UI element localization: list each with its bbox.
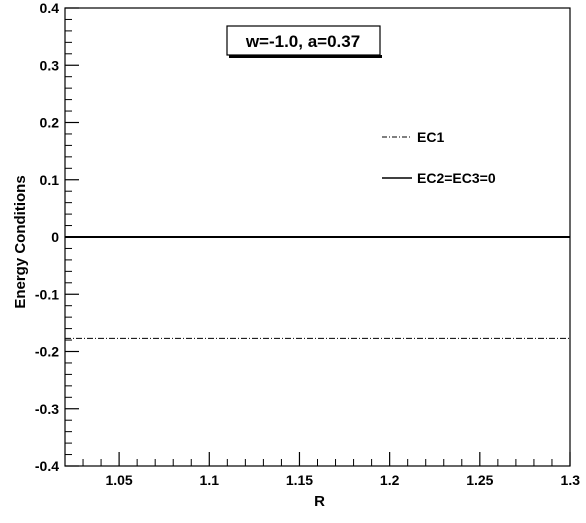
x-tick-label: 1.1 bbox=[200, 472, 220, 488]
legend-label-ec1: EC1 bbox=[417, 129, 444, 145]
x-tick-label: 1.05 bbox=[105, 472, 132, 488]
x-tick-label: 1.15 bbox=[286, 472, 313, 488]
y-axis-label: Energy Conditions bbox=[12, 175, 29, 308]
y-tick-label: -0.2 bbox=[35, 344, 59, 360]
y-tick-label: 0 bbox=[51, 229, 59, 245]
y-tick-label: -0.1 bbox=[35, 286, 59, 302]
axis-ticks: -0.4 -0.3 -0.2 -0.1 0 0.1 0.2 0.3 0.4 1.05 1.1 1.15… bbox=[35, 0, 580, 488]
x-tick-label: 1.2 bbox=[380, 472, 400, 488]
legend: EC1 EC2=EC3=0 bbox=[382, 129, 496, 186]
chart-title: w=-1.0, a=0.37 bbox=[245, 32, 360, 51]
y-tick-label: -0.4 bbox=[35, 458, 59, 474]
y-tick-label: 0.4 bbox=[40, 0, 60, 16]
y-tick-label: -0.3 bbox=[35, 401, 59, 417]
series-layer bbox=[65, 236, 570, 339]
y-tick-label: 0.2 bbox=[40, 115, 60, 131]
legend-label-ec2-ec3: EC2=EC3=0 bbox=[417, 170, 496, 186]
y-tick-label: 0.3 bbox=[40, 57, 60, 73]
y-tick-label: 0.1 bbox=[40, 172, 60, 188]
title-box: w=-1.0, a=0.37 bbox=[226, 25, 382, 58]
x-axis-label: R bbox=[314, 493, 325, 510]
x-tick-label: 1.3 bbox=[561, 472, 581, 488]
x-tick-label: 1.25 bbox=[466, 472, 493, 488]
